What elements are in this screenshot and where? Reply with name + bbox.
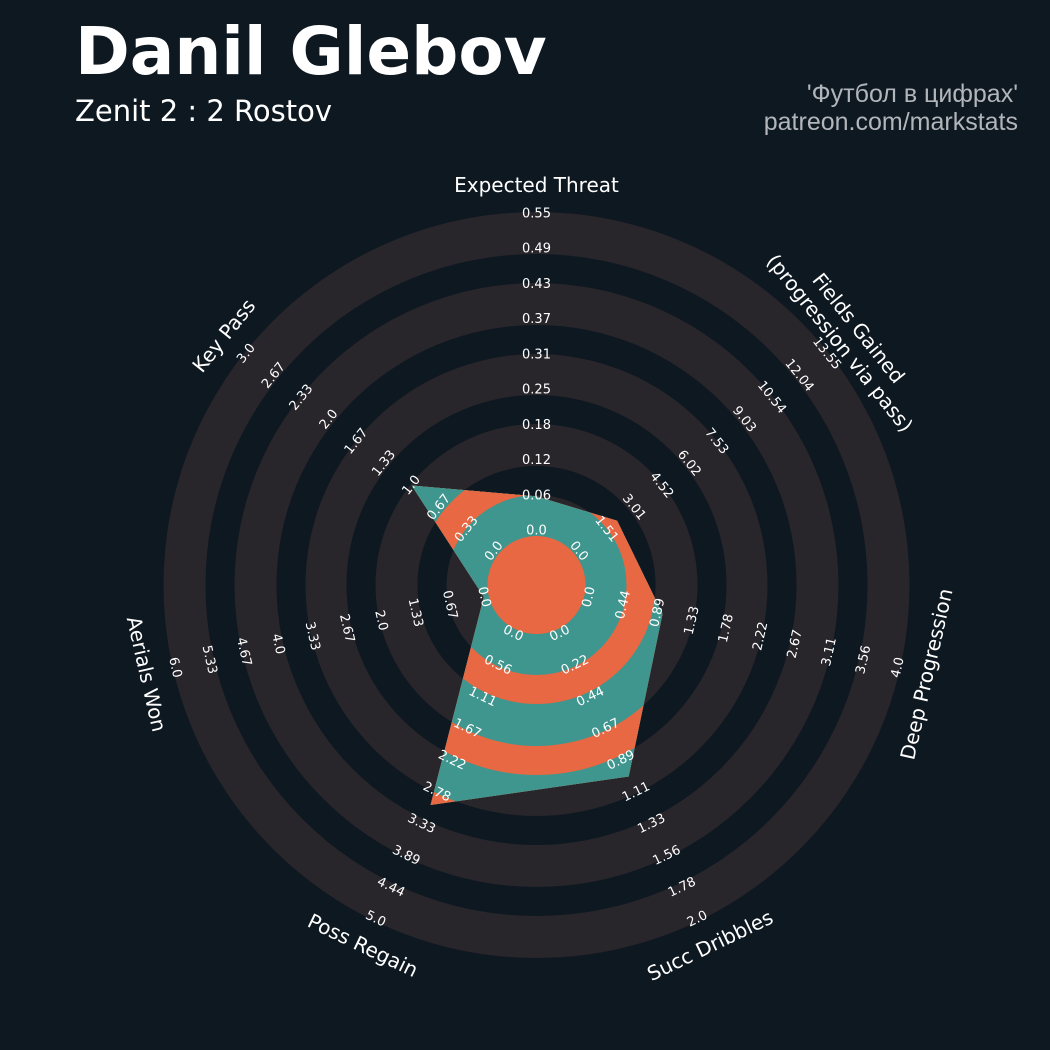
tick-label: 1.78	[716, 613, 737, 645]
param-label: Expected Threat	[454, 173, 619, 197]
player-name-title: Danil Glebov	[75, 13, 547, 90]
param-label-line: Aerials Won	[122, 614, 172, 734]
tick-label: 3.11	[819, 636, 840, 668]
tick-label: 0.0	[474, 585, 493, 609]
tick-label: 0.49	[522, 242, 551, 257]
param-label-line: Expected Threat	[454, 173, 619, 197]
tick-label: 0.12	[522, 453, 551, 468]
tick-label: 3.33	[302, 620, 323, 652]
tick-label: 2.0	[371, 609, 390, 633]
tick-label: 0.18	[522, 418, 551, 433]
credit-line-2: patreon.com/markstats	[763, 108, 1018, 136]
match-subtitle: Zenit 2 : 2 Rostov	[75, 94, 333, 128]
param-label: Aerials Won	[122, 614, 172, 734]
tick-label: 0.25	[522, 383, 551, 398]
tick-label: 0.43	[522, 277, 551, 292]
tick-label: 5.33	[199, 644, 220, 676]
tick-label: 4.0	[889, 656, 908, 680]
tick-label: 0.06	[522, 488, 551, 503]
tick-label: 0.44	[613, 589, 634, 621]
tick-label: 0.67	[439, 589, 460, 621]
tick-label: 2.22	[750, 620, 771, 652]
tick-label: 2.67	[336, 613, 357, 645]
credit-line-1: 'Футбол в цифрах'	[806, 80, 1018, 108]
tick-label: 0.31	[522, 347, 551, 362]
tick-label: 1.33	[682, 605, 703, 637]
tick-label: 4.67	[233, 636, 254, 668]
tick-label: 1.33	[405, 597, 426, 629]
polygon-center	[487, 536, 586, 634]
tick-label: 4.0	[268, 632, 287, 656]
tick-label: 3.56	[853, 644, 874, 676]
tick-label: 0.0	[526, 524, 547, 539]
tick-label: 0.89	[647, 597, 668, 629]
tick-label: 2.67	[785, 628, 806, 660]
tick-label: 6.0	[165, 656, 184, 680]
tick-label: 0.0	[580, 585, 599, 609]
tick-label: 0.37	[522, 312, 551, 327]
tick-label: 0.55	[522, 207, 551, 222]
